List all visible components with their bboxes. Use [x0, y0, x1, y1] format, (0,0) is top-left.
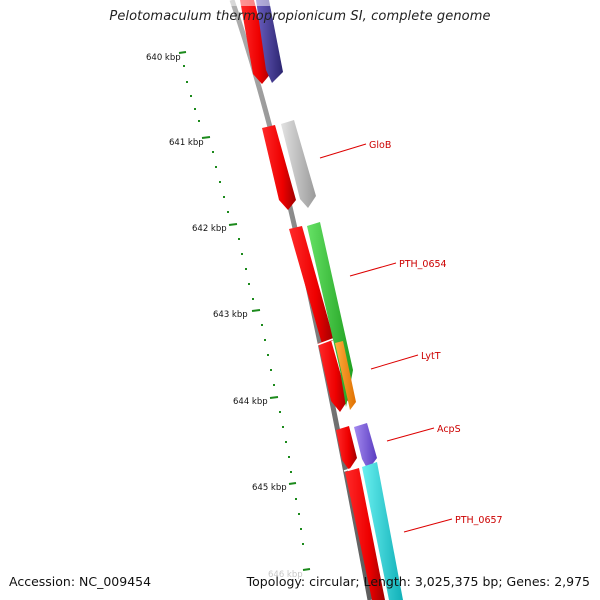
cds-block-4 [318, 340, 348, 412]
cds-block-2 [262, 125, 296, 210]
axis-tick-labels: 640 kbp 641 kbp 642 kbp 643 kbp 644 kbp … [146, 53, 303, 580]
tick-label-643: 643 kbp [213, 310, 248, 320]
gene-track [256, 0, 403, 600]
tick-label-644: 644 kbp [233, 397, 268, 407]
cds-block-1 [240, 0, 272, 84]
tick-label-646: 646 kbp [268, 570, 303, 580]
gene-arrow-globb [281, 120, 316, 208]
gene-arrow-navy [256, 0, 283, 83]
cds-block-6 [345, 468, 385, 600]
gene-label-pth0654: PTH_0654 [399, 259, 447, 270]
gene-arrow-pth0657 [362, 462, 403, 600]
genome-title: Pelotomaculum thermopropionicum SI, comp… [109, 9, 491, 24]
tick-label-642: 642 kbp [192, 224, 227, 234]
gene-label-acps: AcpS [437, 424, 461, 435]
gene-label-lytt: LytT [421, 351, 441, 362]
gene-labels: GloB PTH_0654 LytT AcpS PTH_0657 [369, 140, 503, 526]
gene-arrow-lytt [335, 341, 356, 410]
cds-block-5 [336, 426, 357, 470]
leader-lines [319, 143, 453, 533]
gene-label-globb: GloB [369, 140, 391, 151]
axis-major-ticks [178, 51, 311, 571]
cds-track [240, 0, 385, 600]
gene-label-pth0657: PTH_0657 [455, 515, 503, 526]
accession-label: Accession: NC_009454 [9, 574, 152, 589]
genome-stats: Topology: circular; Length: 3,025,375 bp… [246, 574, 590, 589]
tick-label-645: 645 kbp [252, 483, 287, 493]
tick-label-640: 640 kbp [146, 53, 181, 63]
cds-block-3 [289, 226, 334, 344]
tick-label-641: 641 kbp [169, 138, 204, 148]
gene-arrow-acps [354, 423, 377, 470]
axis-dots [183, 65, 304, 545]
